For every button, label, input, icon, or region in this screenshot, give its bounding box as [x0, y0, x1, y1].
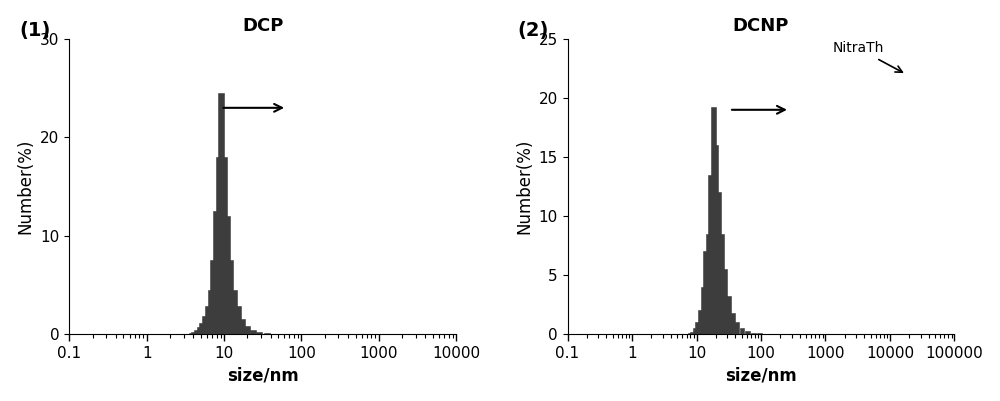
Bar — [227, 260, 233, 334]
Bar — [250, 330, 256, 334]
Bar — [194, 330, 200, 334]
Bar — [740, 328, 744, 334]
Bar — [751, 333, 756, 334]
Bar — [698, 310, 703, 334]
Bar — [264, 333, 270, 334]
Bar — [757, 333, 762, 334]
Bar — [216, 157, 222, 334]
Bar — [726, 296, 731, 334]
Bar — [703, 251, 708, 334]
Bar — [231, 290, 237, 334]
Bar — [256, 332, 262, 334]
Bar — [244, 326, 250, 334]
Bar — [189, 333, 195, 334]
X-axis label: size/nm: size/nm — [227, 367, 299, 384]
Title: DCNP: DCNP — [733, 17, 789, 34]
Bar — [708, 175, 713, 334]
Bar — [695, 322, 700, 334]
Bar — [235, 306, 241, 334]
Text: (2): (2) — [517, 21, 549, 41]
Bar — [716, 192, 721, 334]
Bar — [690, 332, 695, 334]
Text: (1): (1) — [19, 21, 50, 41]
X-axis label: size/nm: size/nm — [725, 367, 797, 384]
Bar — [202, 316, 208, 334]
Bar — [205, 306, 211, 334]
Bar — [208, 290, 213, 334]
Bar — [213, 211, 219, 334]
Bar — [239, 319, 245, 334]
Bar — [191, 332, 197, 334]
Bar — [711, 107, 716, 334]
Bar — [734, 322, 739, 334]
Y-axis label: Number(%): Number(%) — [17, 139, 35, 234]
Bar — [218, 93, 224, 334]
Bar — [221, 157, 227, 334]
Bar — [688, 333, 693, 334]
Bar — [693, 328, 698, 334]
Title: DCP: DCP — [242, 17, 283, 34]
Bar — [701, 287, 705, 334]
Bar — [224, 216, 230, 334]
Bar — [722, 269, 727, 334]
Y-axis label: Number(%): Number(%) — [515, 139, 533, 234]
Text: NitraTh: NitraTh — [832, 41, 902, 72]
Bar — [730, 313, 735, 334]
Bar — [706, 234, 711, 334]
Bar — [197, 327, 203, 334]
Bar — [745, 331, 750, 334]
Bar — [713, 145, 718, 334]
Bar — [199, 323, 205, 334]
Bar — [719, 234, 724, 334]
Bar — [210, 260, 216, 334]
